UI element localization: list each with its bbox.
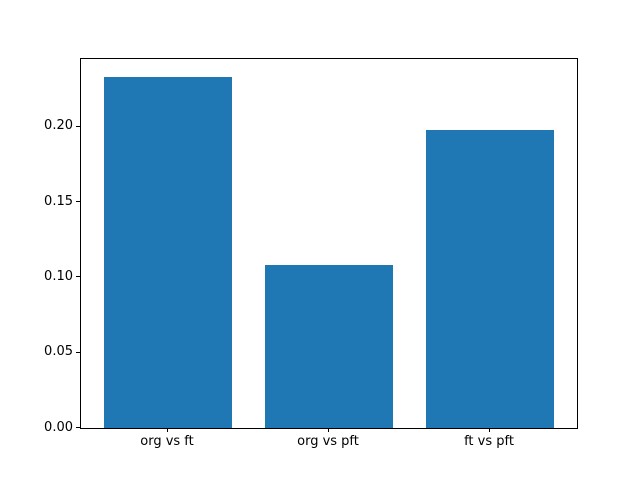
bar-ft-vs-pft (425, 129, 555, 428)
x-tick-mark (167, 428, 168, 432)
y-tick-mark (76, 427, 80, 428)
y-tick-mark (76, 276, 80, 278)
bar-org-vs-ft (103, 77, 233, 428)
x-tick-label: ft vs pft (464, 434, 514, 449)
plot-area (80, 58, 578, 429)
y-tick-mark (76, 201, 80, 203)
y-tick-label: 0.20 (44, 118, 73, 134)
bar-org-vs-pft (264, 265, 394, 428)
y-tick-mark (76, 351, 80, 353)
x-tick-label: org vs pft (297, 434, 359, 449)
y-tick-label: 0.05 (44, 344, 73, 360)
x-tick-mark (489, 428, 490, 432)
y-tick-label: 0.15 (44, 193, 73, 209)
y-tick-label: 0.10 (44, 268, 73, 284)
x-tick-mark (328, 428, 329, 432)
x-tick-label: org vs ft (140, 434, 194, 449)
y-tick-mark (76, 125, 80, 127)
y-tick-label: 0.00 (44, 419, 73, 435)
